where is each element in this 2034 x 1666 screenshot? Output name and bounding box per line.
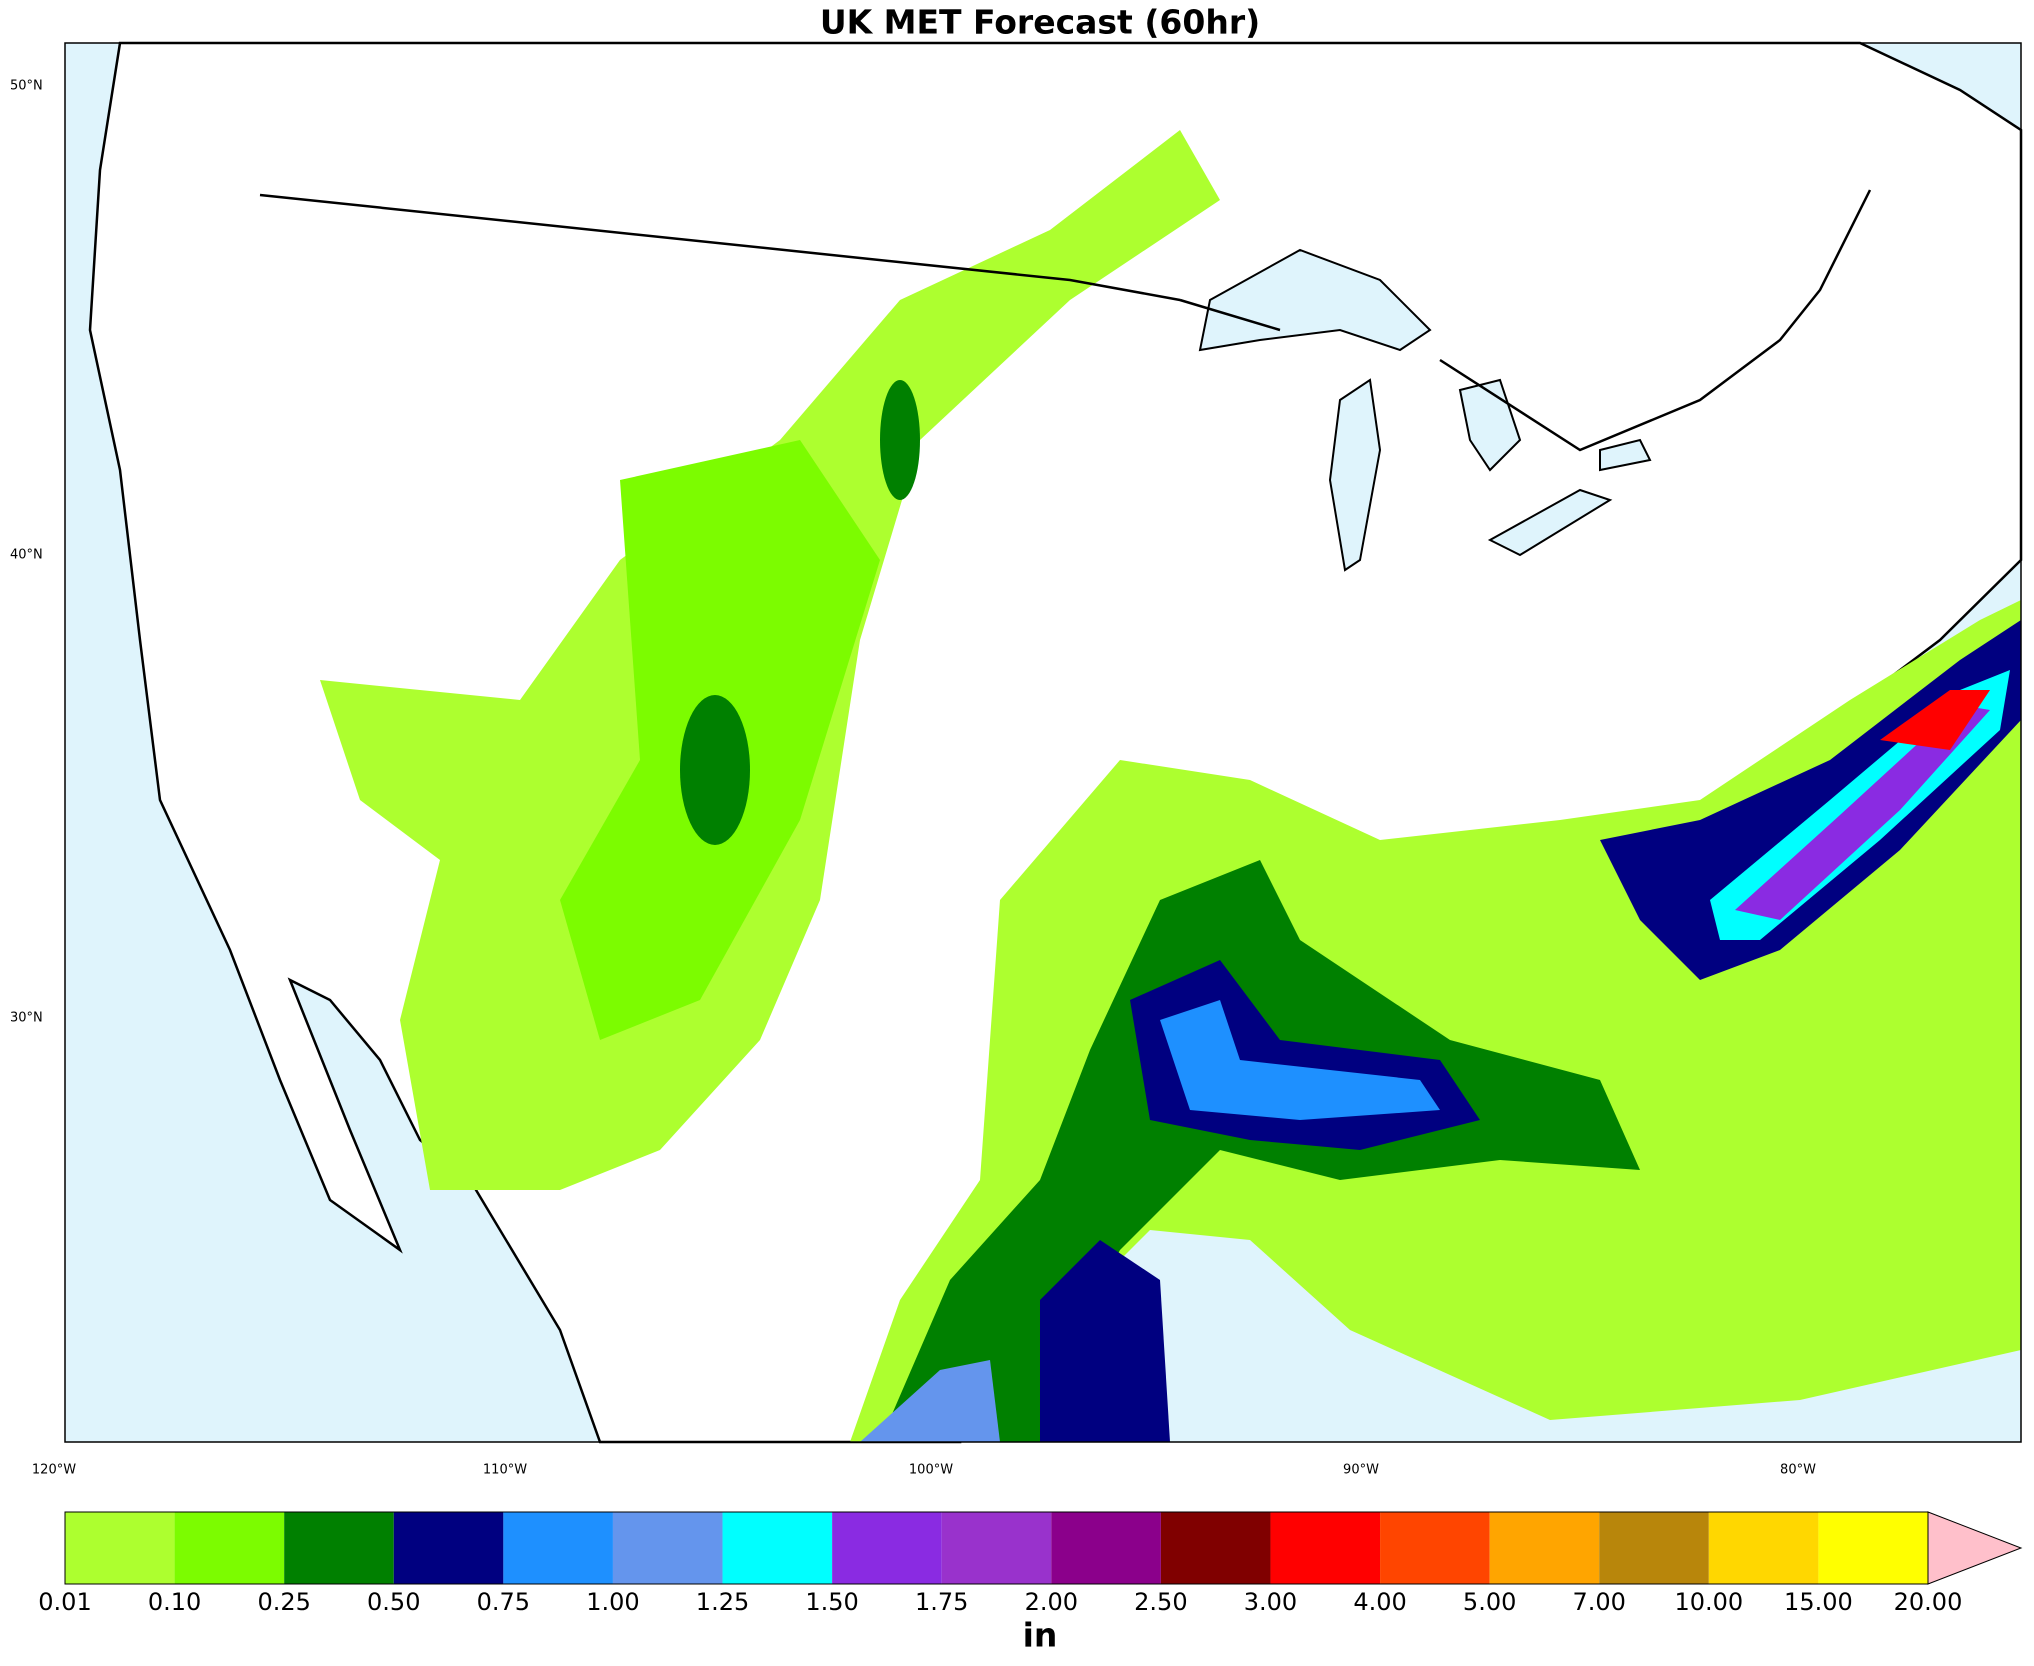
title: UK MET Forecast (60hr) xyxy=(820,3,1260,42)
colorbar-box xyxy=(174,1512,285,1584)
colorbar-box xyxy=(503,1512,613,1584)
colorbar-label: 1.50 xyxy=(805,1588,858,1616)
colorbar-label: 15.00 xyxy=(1784,1588,1853,1616)
colorbar-box xyxy=(393,1512,504,1584)
colorbar-box xyxy=(1708,1512,1819,1584)
lon-label: 120°W xyxy=(32,1463,76,1478)
colorbar-box xyxy=(722,1512,833,1584)
lon-label: 80°W xyxy=(1780,1463,1816,1478)
colorbar-frame xyxy=(64,1511,1929,1585)
colorbar-label: 1.75 xyxy=(915,1588,968,1616)
lake-ontario xyxy=(1599,438,1652,472)
colorbar-label: 7.00 xyxy=(1573,1588,1626,1616)
colorbar-box xyxy=(1818,1512,1928,1584)
lake-superior xyxy=(1198,248,1432,352)
lat-label: 50°N xyxy=(10,79,43,94)
colorbar-label: 0.01 xyxy=(38,1588,91,1616)
colorbar-label: 0.75 xyxy=(477,1588,530,1616)
colorbar-box xyxy=(832,1512,942,1584)
colorbar-label: 5.00 xyxy=(1463,1588,1516,1616)
map-frame xyxy=(64,42,2022,1443)
colorbar-label: 10.00 xyxy=(1674,1588,1743,1616)
lat-label: 40°N xyxy=(10,548,43,563)
lon-label: 90°W xyxy=(1343,1463,1379,1478)
colorbar-label: 2.00 xyxy=(1025,1588,1078,1616)
colorbar-box xyxy=(612,1512,723,1584)
lon-label: 110°W xyxy=(483,1463,527,1478)
colorbar-box xyxy=(1599,1512,1709,1584)
colorbar-box xyxy=(1051,1512,1161,1584)
colorbar-label: 1.25 xyxy=(696,1588,749,1616)
colorbar-label: 0.10 xyxy=(148,1588,201,1616)
colorbar-box xyxy=(284,1512,394,1584)
colorbar-box xyxy=(65,1512,175,1584)
lat-label: 30°N xyxy=(10,1011,43,1026)
colorbar-box xyxy=(1489,1512,1600,1584)
colorbar-label: 0.25 xyxy=(257,1588,310,1616)
colorbar-box xyxy=(941,1512,1052,1584)
colorbar-box xyxy=(1270,1512,1381,1584)
colorbar-label: 20.00 xyxy=(1894,1588,1963,1616)
colorbar-extend xyxy=(1927,1511,2023,1585)
colorbar-label: 4.00 xyxy=(1353,1588,1406,1616)
colorbar-label: 3.00 xyxy=(1244,1588,1297,1616)
border xyxy=(259,189,1872,452)
colorbar-label: 2.50 xyxy=(1134,1588,1187,1616)
lon-label: 100°W xyxy=(909,1463,953,1478)
colorbar-box xyxy=(1160,1512,1271,1584)
colorbar-box xyxy=(1380,1512,1490,1584)
lake-erie xyxy=(1487,488,1613,557)
colorbar-label: 0.50 xyxy=(367,1588,420,1616)
colorbar-label: 1.00 xyxy=(586,1588,639,1616)
colorbar-unit: in xyxy=(1023,1616,1058,1655)
lake-michigan xyxy=(1328,378,1382,572)
map xyxy=(64,41,2023,1444)
precip xyxy=(320,130,2021,1442)
